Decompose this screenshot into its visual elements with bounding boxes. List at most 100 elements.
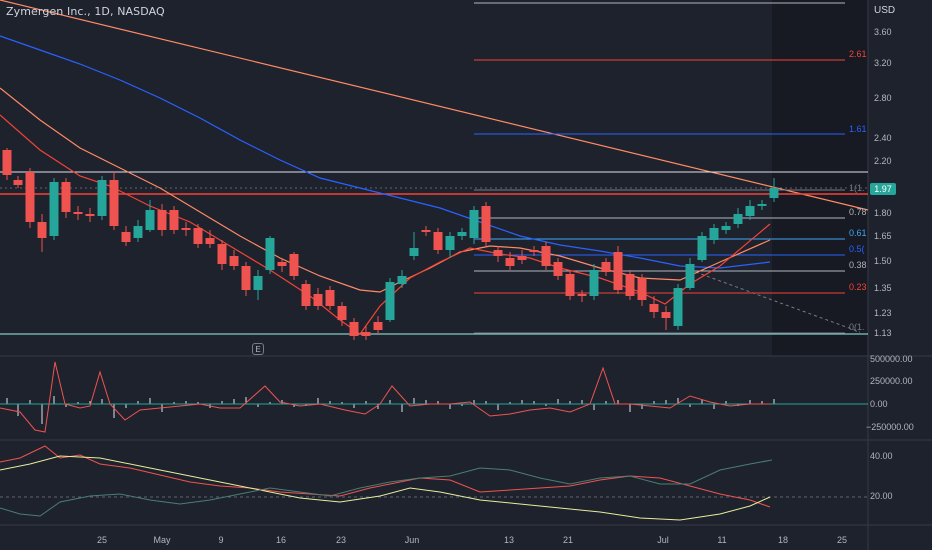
candle-body [565,274,575,296]
volume-bar [6,398,8,404]
candle-body [553,262,563,276]
osc-tick: 20.00 [870,491,893,501]
symbol-title[interactable]: Zymergen Inc., 1D, NASDAQ [6,5,165,18]
currency-label: USD [874,5,896,16]
volume-tick: −250000.00 [866,422,914,432]
candle-body [37,222,47,238]
candle-body [277,262,287,266]
volume-bar [569,401,571,404]
fib-label: 0.23 [849,282,867,292]
volume-bar [773,399,775,404]
price-tick: 1.13 [874,328,892,338]
candle-body [61,182,71,212]
candle-body [493,250,503,256]
candle-body [769,188,779,198]
candle-body [109,180,119,226]
candle-body [481,206,491,242]
volume-bar [461,404,463,406]
candle-body [685,264,695,288]
time-tick: 25 [96,535,108,545]
candle-body [205,238,215,244]
candle-body [637,278,647,300]
candle-body [517,256,527,260]
volume-bar [41,404,43,424]
volume-tick: 250000.00 [870,376,913,386]
volume-bar [245,397,247,404]
volume-bar [521,400,523,404]
trendline-dashed[interactable] [689,269,861,333]
candle-body [2,150,12,175]
candle-body [505,258,515,266]
candle-body [145,210,155,230]
candle-body [73,212,83,214]
time-tick: 23 [335,535,347,545]
candle-body [601,262,611,272]
volume-bar [581,400,583,404]
volume-bar [617,400,619,404]
volume-bar [77,402,79,404]
candlestick-series[interactable] [2,148,779,340]
fib-label: 2.61 [849,49,867,59]
volume-bar [125,404,127,408]
volume-bar [665,400,667,404]
candle-body [361,332,371,336]
earnings-badge[interactable]: E [252,343,264,355]
volume-bar [545,404,547,406]
price-tick: 2.20 [874,156,892,166]
candle-body [253,276,263,290]
volume-bar [689,404,691,407]
candle-body [589,270,599,296]
candle-body [613,252,623,290]
volume-bar [401,404,403,412]
candle-body [529,250,539,252]
candle-body [733,214,743,224]
osc-red [0,445,771,508]
volume-bar [713,404,715,409]
price-tick: 2.80 [874,93,892,103]
volume-bar [437,401,439,404]
candle-body [409,248,419,256]
volume-ma [0,361,770,433]
price-tick: 1.50 [874,256,892,266]
volume-bar [293,404,295,407]
candle-body [433,232,443,250]
candle-body [313,294,323,306]
candle-body [181,228,191,230]
volume-bar [17,404,19,416]
trendline-orange[interactable] [0,0,869,211]
fib-label: 0.38 [849,260,867,270]
time-tick: 13 [503,535,515,545]
candle-body [121,232,131,242]
candle-body [337,306,347,320]
candle-body [625,274,635,296]
fib-label: 0(1. [849,322,865,332]
volume-bar [353,404,355,408]
volume-bar [497,404,499,410]
candle-body [661,312,671,318]
candle-body [217,244,227,264]
price-tick: 1.35 [874,283,892,293]
volume-bar [101,399,103,404]
volume-bar [197,402,199,404]
volume-tick: 0.00 [870,399,888,409]
ma-blue[interactable] [0,35,771,269]
volume-bar [113,404,115,418]
price-tick: 3.60 [874,27,892,37]
candle-body [421,230,431,232]
candle-body [673,288,683,326]
volume-bar [269,402,271,404]
candle-body [445,236,455,250]
osc-yellow [0,455,771,521]
volume-bar [473,400,475,404]
volume-bar [485,401,487,404]
candle-body [649,304,659,312]
candle-body [85,214,95,216]
fib-label: 1(1. [849,183,865,193]
volume-bar [533,401,535,404]
volume-bar [389,400,391,404]
volume-bar [173,402,175,404]
volume-bar [29,400,31,404]
time-tick: 16 [275,535,287,545]
candle-body [25,172,35,222]
